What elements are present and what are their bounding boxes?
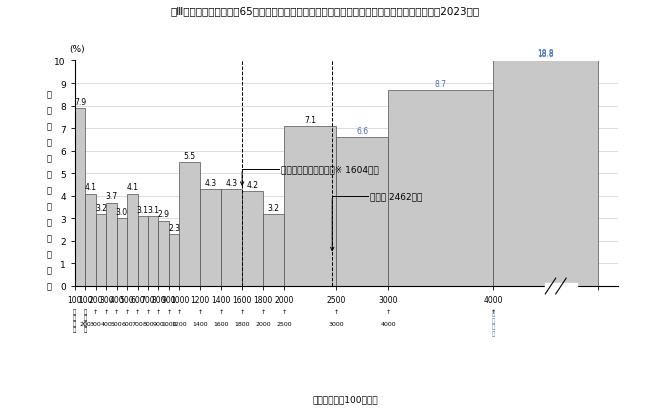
Bar	[263, 214, 284, 286]
Text: 1200: 1200	[172, 321, 187, 326]
Text: 3.1: 3.1	[137, 205, 149, 214]
Text: 300: 300	[90, 321, 102, 326]
Text: 標: 標	[46, 91, 51, 99]
Text: 500: 500	[111, 321, 122, 326]
Text: 800: 800	[142, 321, 154, 326]
Text: ↑: ↑	[198, 309, 203, 314]
Text: 3.7: 3.7	[105, 192, 118, 201]
Text: 5.5: 5.5	[184, 151, 196, 160]
Bar	[180, 162, 201, 286]
Text: 4.3: 4.3	[204, 178, 217, 187]
Bar	[117, 219, 127, 286]
Text: ↑: ↑	[166, 309, 172, 314]
Bar	[148, 217, 158, 286]
Text: ↑: ↑	[156, 309, 161, 314]
Bar	[158, 221, 169, 286]
Bar	[75, 108, 85, 286]
Text: 標準級間隔（100万円）: 標準級間隔（100万円）	[312, 394, 378, 403]
Bar	[85, 194, 96, 286]
Text: 4.2: 4.2	[247, 181, 258, 189]
Text: 4.1: 4.1	[126, 183, 139, 192]
Text: 2.9: 2.9	[158, 210, 170, 219]
Text: 18.8: 18.8	[537, 49, 553, 58]
Text: 3.2: 3.2	[268, 203, 279, 212]
Text: ↑: ↑	[135, 309, 140, 314]
Bar	[336, 138, 389, 286]
Text: 割: 割	[46, 266, 51, 275]
Text: ↑: ↑	[124, 309, 130, 314]
Bar	[493, 61, 598, 286]
Text: ↑: ↑	[114, 309, 119, 314]
Text: お: お	[46, 186, 51, 195]
Text: 2.3: 2.3	[168, 223, 180, 232]
Text: 3.0: 3.0	[116, 208, 128, 217]
Bar	[284, 126, 336, 286]
Bar	[137, 217, 148, 286]
Text: ↑: ↑	[219, 309, 224, 314]
Text: 世: 世	[46, 234, 51, 243]
Text: 4.1: 4.1	[85, 183, 96, 192]
Text: 700: 700	[132, 321, 143, 326]
Text: 8.7: 8.7	[435, 79, 447, 88]
Text: 1600: 1600	[214, 321, 229, 326]
Text: 図Ⅲ－５－１　世帯主が65歳以上の世帯の貴蓄現在高階級別世帯分布　（二人以上の世帯）－2023年－: 図Ⅲ－５－１ 世帯主が65歳以上の世帯の貴蓄現在高階級別世帯分布 （二人以上の世…	[171, 6, 480, 16]
Text: 7.9: 7.9	[74, 97, 86, 106]
Text: ↑: ↑	[145, 309, 150, 314]
Text: 万
円
以
上: 万 円 以 上	[84, 309, 87, 333]
Text: ↑: ↑	[333, 309, 339, 314]
Text: 平均値 2462万円: 平均値 2462万円	[370, 192, 422, 201]
Text: 4000: 4000	[381, 321, 396, 326]
Text: ↑: ↑	[386, 309, 391, 314]
Text: ↑: ↑	[104, 309, 109, 314]
Bar	[389, 90, 493, 286]
Text: 3.1: 3.1	[147, 205, 159, 214]
Text: 間: 間	[46, 138, 51, 147]
Bar	[221, 189, 242, 286]
Text: 900: 900	[152, 321, 164, 326]
Bar	[242, 192, 263, 286]
Text: 帯: 帯	[46, 250, 51, 259]
Text: 隔: 隔	[46, 154, 51, 163]
Text: 合: 合	[46, 282, 51, 291]
Bar	[201, 189, 221, 286]
Text: 準: 準	[46, 106, 51, 115]
Text: 貴蓄保有世帯の中央値※ 1604万円: 貴蓄保有世帯の中央値※ 1604万円	[281, 165, 378, 174]
Text: 2000: 2000	[255, 321, 271, 326]
Text: 級: 級	[46, 122, 51, 131]
Text: ↑: ↑	[260, 309, 266, 314]
Text: 600: 600	[121, 321, 133, 326]
Text: 4.3: 4.3	[226, 178, 238, 187]
Text: 200: 200	[79, 321, 91, 326]
Text: 400: 400	[100, 321, 112, 326]
Text: け: け	[46, 202, 51, 211]
Bar	[106, 203, 117, 286]
Text: ↑: ↑	[240, 309, 245, 314]
Text: 1000: 1000	[161, 321, 176, 326]
Bar	[96, 214, 106, 286]
Bar	[169, 234, 180, 286]
Text: 2500: 2500	[276, 321, 292, 326]
Text: (%): (%)	[70, 45, 85, 54]
Text: 1400: 1400	[193, 321, 208, 326]
Text: る: る	[46, 218, 51, 227]
Text: 18.8: 18.8	[537, 50, 553, 59]
Text: ↑: ↑	[177, 309, 182, 314]
Text: 万
円
未
満: 万 円 未 満	[74, 309, 76, 333]
Text: 7.1: 7.1	[304, 115, 316, 124]
Text: ↑: ↑	[281, 309, 286, 314]
Text: に: に	[46, 170, 51, 179]
Bar	[127, 194, 137, 286]
Bar	[546, 283, 577, 295]
Text: 3.2: 3.2	[95, 203, 107, 212]
Text: ↑: ↑	[490, 309, 495, 314]
Text: ↑: ↑	[93, 309, 98, 314]
Text: 万
円
以
上: 万 円 以 上	[492, 311, 495, 336]
Text: 6.6: 6.6	[356, 127, 368, 135]
Text: 1800: 1800	[234, 321, 250, 326]
Text: 3000: 3000	[328, 321, 344, 326]
